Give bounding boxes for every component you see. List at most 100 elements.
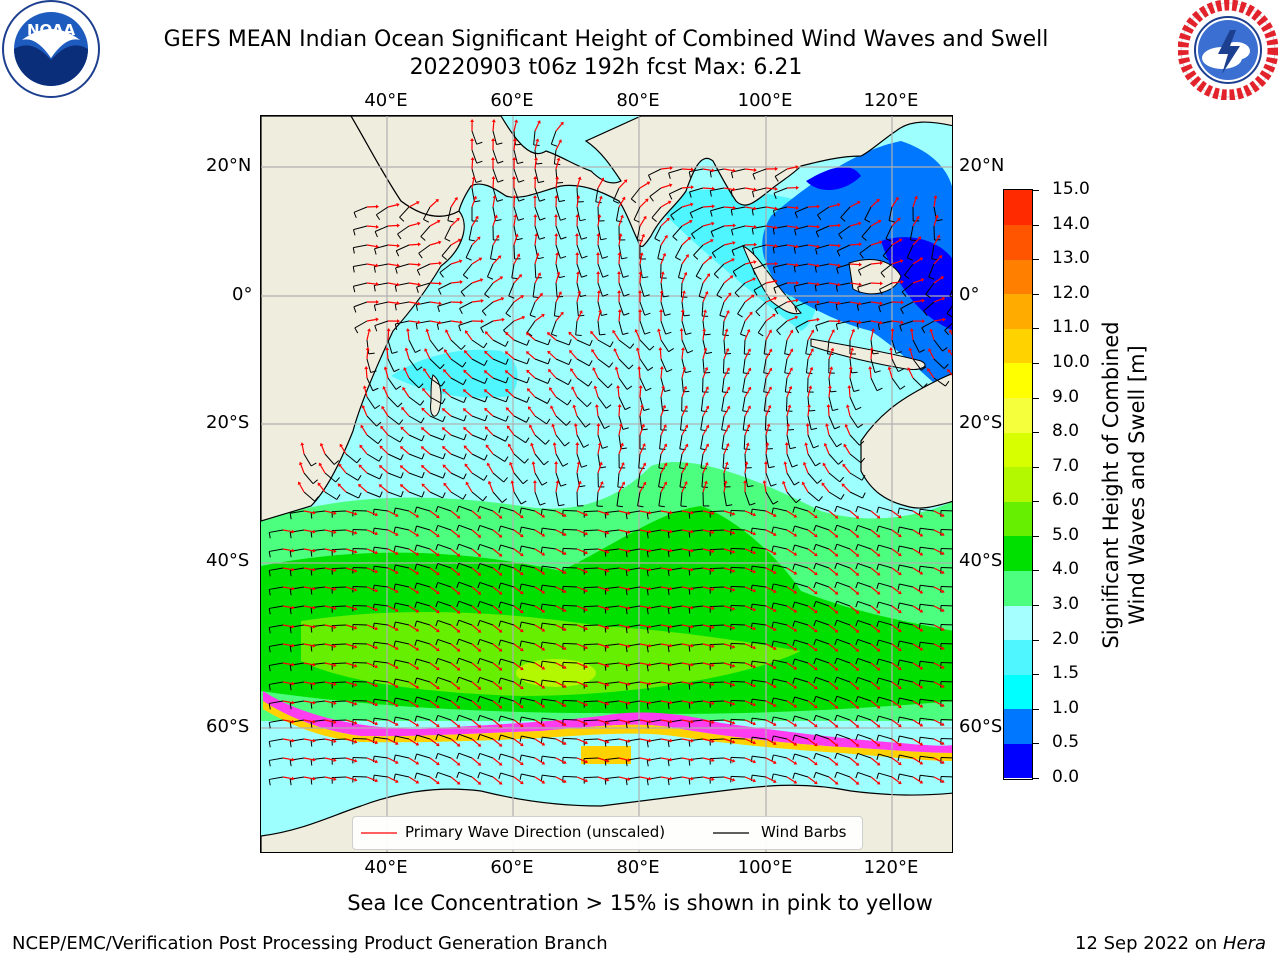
wind-barb-flag	[414, 544, 418, 551]
wind-barb-flag	[526, 377, 530, 384]
wave-direction-arrow	[340, 445, 347, 455]
wave-arrow-head	[773, 551, 777, 555]
wave-arrow-head	[520, 590, 524, 595]
wind-barb-flag	[505, 358, 509, 365]
wave-arrow-head	[795, 244, 799, 249]
wave-direction-arrow	[891, 700, 900, 707]
wind-barb	[290, 510, 305, 514]
wind-barb-flag	[289, 779, 292, 786]
wind-barb-flag	[477, 525, 481, 532]
wind-barb	[723, 339, 726, 355]
wind-barb-flag	[730, 172, 734, 179]
wave-arrow-head	[531, 461, 536, 465]
wave-arrow-head	[456, 686, 461, 690]
wind-barb-flag	[310, 512, 313, 519]
wave-direction-arrow	[492, 738, 501, 746]
wave-arrow-head	[855, 610, 860, 614]
wave-arrow-head	[596, 290, 601, 294]
wave-arrow-head	[747, 367, 752, 372]
wind-barb-flag	[394, 285, 397, 292]
wave-arrow-head	[648, 776, 652, 781]
wave-direction-arrow	[660, 757, 670, 761]
wind-barb-flag	[289, 608, 292, 615]
colorbar-segment	[1004, 432, 1032, 468]
wave-direction-arrow	[492, 121, 495, 132]
wind-barb-flag	[668, 348, 674, 353]
wave-arrow-head	[477, 705, 482, 709]
wave-arrow-head	[520, 761, 524, 766]
wind-barb	[542, 717, 557, 721]
wind-barb	[458, 638, 473, 645]
wave-arrow-head	[814, 685, 818, 690]
wind-barb-flag	[834, 601, 838, 608]
wind-barb	[891, 358, 899, 372]
wind-barb	[920, 584, 935, 588]
wave-direction-arrow	[549, 370, 557, 379]
wind-barb	[712, 244, 725, 254]
wave-direction-arrow	[387, 529, 397, 535]
wind-barb	[654, 225, 662, 239]
wind-barb	[899, 602, 914, 607]
wave-arrow-head	[690, 700, 694, 705]
wind-barb	[352, 623, 368, 626]
wave-arrow-head	[773, 608, 777, 612]
wave-arrow-head	[291, 567, 295, 572]
wave-direction-arrow	[702, 700, 712, 704]
wind-barb	[459, 301, 473, 309]
wind-barb-flag	[608, 362, 614, 368]
wind-barb	[395, 564, 410, 569]
wave-direction-arrow	[723, 757, 733, 762]
wind-barb	[500, 715, 515, 721]
wind-barb	[730, 585, 746, 588]
wind-barb	[450, 339, 462, 350]
wind-barb-flag	[771, 507, 774, 514]
wave-arrow-head	[793, 514, 798, 518]
wind-barb-flag	[688, 607, 691, 614]
wave-arrow-head	[527, 406, 532, 410]
wave-direction-arrow	[681, 681, 691, 685]
wind-barb-flag	[484, 434, 488, 441]
wind-barb-flag	[540, 623, 543, 630]
wind-barb	[730, 737, 746, 740]
wave-arrow-head	[855, 515, 860, 519]
colorbar-tick-mark	[1033, 639, 1039, 641]
wind-barb	[933, 358, 945, 369]
wave-arrow-head	[571, 386, 575, 390]
colorbar-tick-mark	[1033, 224, 1039, 226]
wind-barb-flag	[813, 582, 817, 589]
wave-direction-arrow	[597, 483, 603, 493]
wind-barb-flag	[477, 601, 481, 608]
wind-barb	[617, 472, 620, 487]
wave-direction-arrow	[362, 407, 368, 417]
wind-barb	[920, 641, 935, 645]
wave-direction-arrow	[702, 369, 707, 379]
wind-barb-flag	[897, 697, 900, 704]
wave-direction-arrow	[555, 605, 565, 611]
wind-barb	[901, 282, 914, 293]
wind-barb	[637, 491, 641, 506]
wind-barb-flag	[813, 658, 817, 665]
wind-barb	[878, 525, 893, 531]
wind-barb-flag	[789, 446, 796, 450]
wind-barb	[940, 642, 952, 645]
wind-barb	[878, 301, 893, 307]
wave-direction-arrow	[534, 122, 540, 132]
wind-barb	[597, 263, 604, 278]
wind-barb-flag	[622, 427, 629, 430]
wind-barb	[534, 396, 548, 404]
wave-arrow-head	[621, 481, 626, 486]
wave-arrow-head	[681, 347, 685, 351]
wave-direction-arrow	[387, 700, 397, 706]
colorbar-tick-mark	[1033, 190, 1039, 191]
wind-barb	[709, 548, 725, 551]
wave-direction-arrow	[466, 483, 473, 493]
wind-barb	[857, 562, 872, 569]
wind-barb	[529, 301, 536, 316]
wind-barb-flag	[587, 380, 593, 387]
wave-direction-arrow	[702, 624, 712, 628]
wind-barb	[857, 733, 872, 740]
wind-barb	[374, 698, 389, 702]
wave-direction-arrow	[870, 681, 879, 689]
wind-barb-flag	[462, 361, 467, 368]
wave-arrow-head	[837, 243, 841, 248]
